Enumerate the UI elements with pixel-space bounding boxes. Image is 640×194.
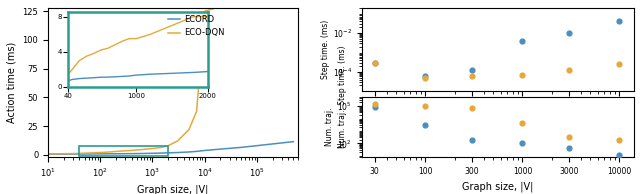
ECORD: [76, 153, 83, 155]
Point: [564, 136, 574, 139]
Point: [369, 105, 380, 108]
Point: [517, 122, 527, 125]
ECO-DQN: [76, 152, 83, 154]
ECO-DQN: [112, 150, 120, 152]
ECO-DQN: [141, 148, 148, 151]
ECORD: [193, 150, 200, 152]
ECO-DQN: [253, 2, 260, 4]
ECORD: [253, 145, 260, 147]
ECORD: [173, 151, 181, 154]
ECORD: [92, 153, 99, 155]
Point: [420, 76, 431, 79]
ECO-DQN: [85, 152, 93, 154]
ECO-DQN: [92, 152, 99, 154]
Y-axis label: Step time. (ms): Step time. (ms): [321, 20, 330, 79]
ECORD: [112, 153, 120, 155]
ECORD: [185, 151, 193, 153]
Line: ECORD: ECORD: [48, 142, 294, 154]
ECO-DQN: [148, 147, 156, 150]
ECO-DQN: [158, 146, 166, 149]
Point: [614, 138, 625, 141]
Point: [517, 39, 527, 42]
ECO-DQN: [164, 145, 172, 147]
ECO-DQN: [269, 1, 276, 3]
ECO-DQN: [193, 110, 200, 112]
ECORD: [269, 143, 276, 145]
Line: ECO-DQN: ECO-DQN: [48, 1, 294, 154]
Legend: ECORD, ECO-DQN: ECORD, ECO-DQN: [164, 12, 227, 41]
ECORD: [60, 153, 68, 155]
ECORD: [141, 152, 148, 155]
ECO-DQN: [216, 5, 224, 8]
ECORD: [85, 153, 93, 155]
ECORD: [148, 152, 156, 154]
ECO-DQN: [237, 3, 245, 5]
Point: [564, 146, 574, 149]
ECORD: [133, 152, 141, 155]
Point: [369, 61, 380, 64]
Point: [369, 61, 380, 64]
Point: [467, 106, 477, 109]
ECO-DQN: [290, 0, 298, 2]
ECO-DQN: [69, 152, 77, 155]
Point: [517, 141, 527, 144]
Point: [564, 69, 574, 72]
Point: [614, 20, 625, 23]
ECORD: [290, 140, 298, 143]
Y-axis label: Num. traj.: Num. traj.: [325, 108, 335, 146]
ECO-DQN: [106, 151, 113, 153]
Point: [614, 153, 625, 157]
ECORD: [216, 148, 224, 150]
X-axis label: Graph size, |V|: Graph size, |V|: [137, 185, 209, 194]
Point: [420, 74, 431, 78]
Point: [614, 62, 625, 66]
ECO-DQN: [122, 150, 129, 152]
ECORD: [158, 152, 166, 154]
ECORD: [201, 149, 209, 152]
ECORD: [53, 153, 61, 155]
ECO-DQN: [53, 153, 61, 155]
Point: [420, 104, 431, 107]
ECORD: [97, 153, 104, 155]
X-axis label: Graph size, |V|: Graph size, |V|: [462, 181, 533, 192]
ECORD: [237, 146, 245, 149]
Point: [467, 69, 477, 72]
ECORD: [164, 152, 172, 154]
Text: Num. traj.  Step time. (ms): Num. traj. Step time. (ms): [338, 46, 347, 148]
Point: [467, 74, 477, 78]
ECORD: [106, 153, 113, 155]
ECORD: [122, 152, 129, 155]
ECO-DQN: [201, 10, 209, 12]
Point: [467, 138, 477, 141]
ECO-DQN: [133, 149, 141, 151]
ECO-DQN: [173, 140, 181, 142]
ECO-DQN: [185, 128, 193, 131]
Y-axis label: Action time (ms): Action time (ms): [7, 42, 17, 123]
Point: [369, 102, 380, 105]
Bar: [79, 146, 168, 156]
ECORD: [69, 153, 77, 155]
ECO-DQN: [60, 152, 68, 155]
ECO-DQN: [44, 153, 52, 155]
Point: [564, 31, 574, 35]
ECO-DQN: [97, 151, 104, 154]
Point: [517, 73, 527, 76]
ECORD: [44, 153, 52, 155]
Point: [420, 123, 431, 126]
